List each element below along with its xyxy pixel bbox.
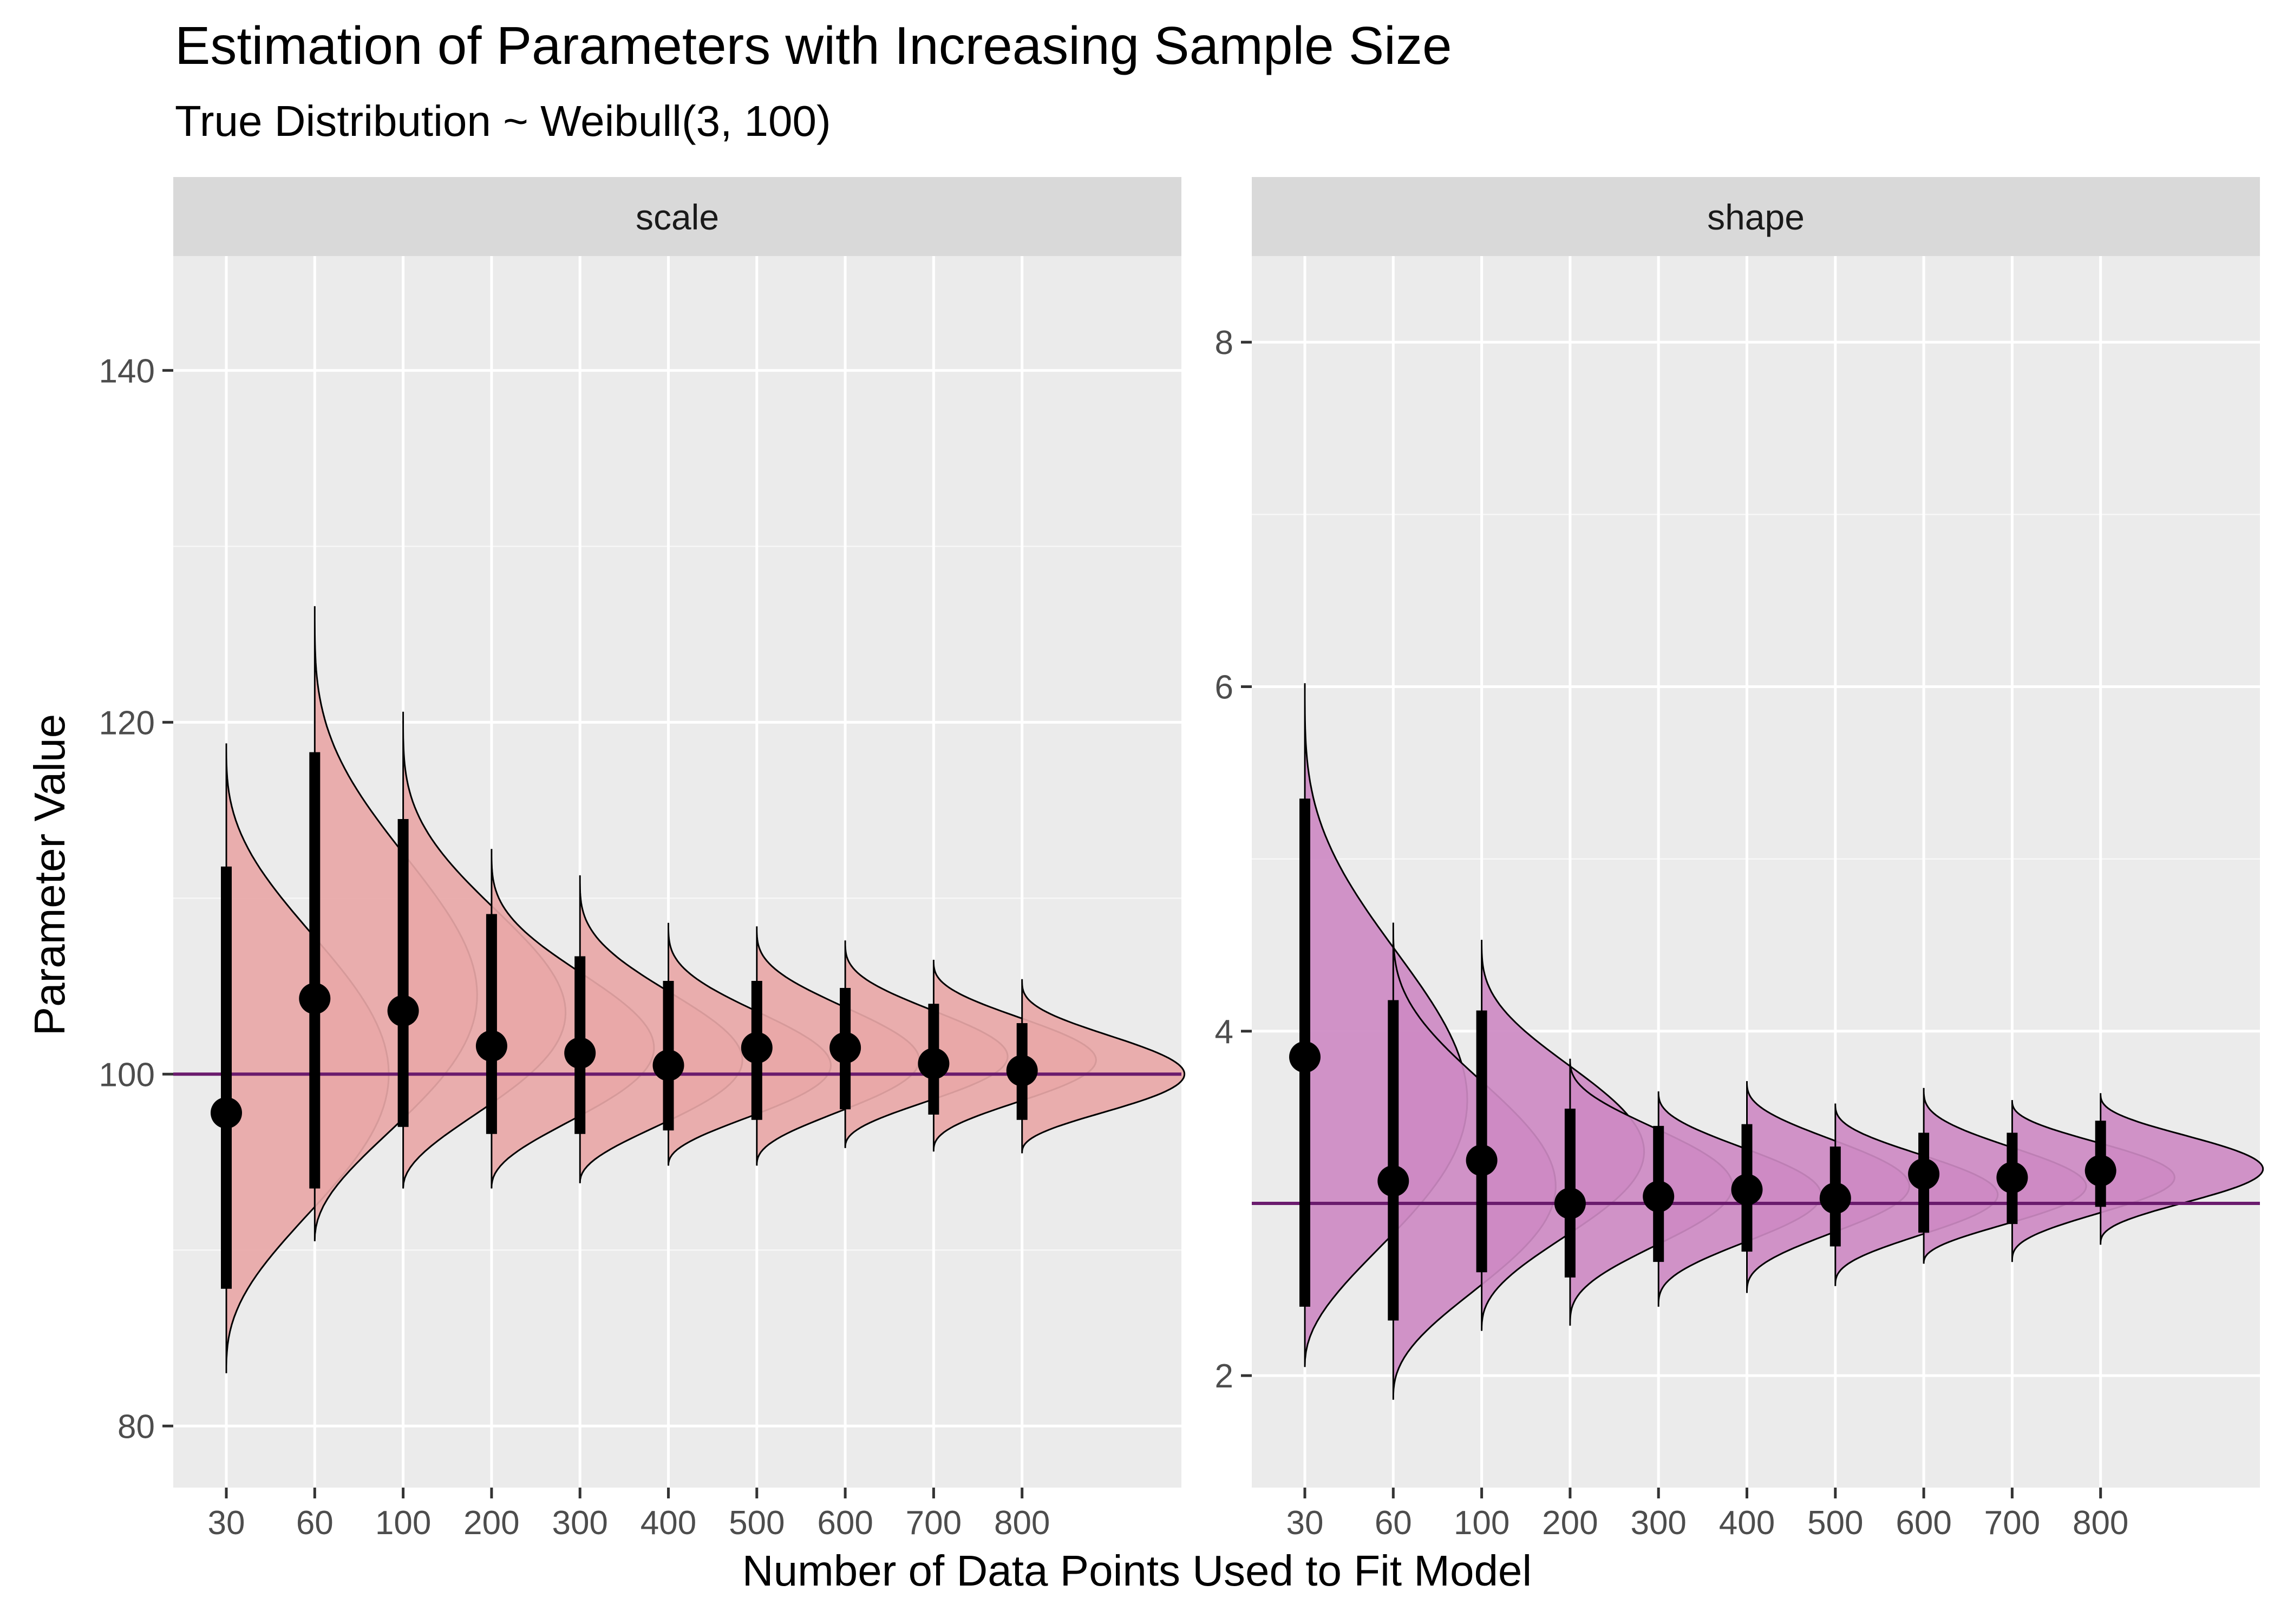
x-tick-label: 500 <box>729 1504 785 1542</box>
x-tick-label: 60 <box>296 1504 334 1542</box>
point-estimate-shape-600 <box>1908 1158 1940 1190</box>
point-estimate-scale-500 <box>741 1032 773 1064</box>
y-axis-title: Parameter Value <box>25 713 74 1036</box>
facet-strip-shape <box>1252 177 2260 256</box>
x-tick-label: 30 <box>208 1504 245 1542</box>
x-tick-label: 800 <box>994 1504 1050 1542</box>
point-estimate-shape-60 <box>1377 1165 1409 1197</box>
x-tick-label: 100 <box>1454 1504 1510 1542</box>
density-shape-800 <box>2100 1093 2264 1245</box>
point-estimate-shape-100 <box>1466 1144 1498 1176</box>
y-tick-label: 80 <box>117 1408 155 1445</box>
y-tick-label: 2 <box>1215 1358 1233 1395</box>
point-estimate-shape-700 <box>1996 1162 2028 1194</box>
point-estimate-scale-200 <box>475 1030 507 1062</box>
x-tick-label: 800 <box>2073 1504 2128 1542</box>
point-estimate-shape-800 <box>2084 1155 2116 1187</box>
point-estimate-scale-60 <box>299 983 331 1014</box>
point-estimate-shape-500 <box>1819 1182 1851 1214</box>
facet-label-scale: scale <box>636 197 719 237</box>
point-estimate-shape-30 <box>1289 1041 1321 1073</box>
point-estimate-shape-400 <box>1731 1174 1763 1206</box>
x-tick-label: 700 <box>1984 1504 2040 1542</box>
point-estimate-scale-300 <box>564 1037 596 1069</box>
x-tick-label: 100 <box>375 1504 431 1542</box>
x-tick-label: 400 <box>641 1504 696 1542</box>
y-tick-label: 8 <box>1215 324 1233 362</box>
point-estimate-scale-100 <box>387 995 419 1027</box>
point-estimate-scale-800 <box>1006 1055 1038 1086</box>
y-tick-label: 100 <box>99 1056 155 1093</box>
point-estimate-scale-600 <box>829 1032 861 1064</box>
point-estimate-shape-300 <box>1643 1181 1675 1213</box>
chart-title: Estimation of Parameters with Increasing… <box>175 16 1452 75</box>
x-tick-label: 700 <box>906 1504 962 1542</box>
x-tick-label: 30 <box>1286 1504 1324 1542</box>
y-tick-label: 6 <box>1215 669 1233 706</box>
y-tick-label: 120 <box>99 704 155 742</box>
panel-shape: shape 2 4 6 8 30 60 100 200 300 400 500 600 700 800 <box>1215 177 2264 1542</box>
x-tick-label: 600 <box>1896 1504 1951 1542</box>
facet-strip-scale <box>173 177 1181 256</box>
chart-subtitle: True Distribution ~ Weibull(3, 100) <box>175 97 831 145</box>
y-tick-label: 4 <box>1215 1013 1233 1051</box>
point-estimate-scale-700 <box>918 1047 950 1079</box>
facet-label-shape: shape <box>1707 197 1805 237</box>
density-scale-800 <box>1021 979 1186 1154</box>
x-tick-label: 60 <box>1375 1504 1412 1542</box>
point-estimate-scale-400 <box>652 1050 684 1081</box>
panel-scale: scale 80 100 120 140 30 60 100 200 300 400 500 600 70… <box>99 177 1186 1542</box>
x-tick-label: 300 <box>552 1504 607 1542</box>
x-axis-title: Number of Data Points Used to Fit Model <box>742 1547 1532 1595</box>
x-tick-label: 400 <box>1719 1504 1775 1542</box>
x-tick-label: 300 <box>1630 1504 1686 1542</box>
x-tick-label: 200 <box>463 1504 519 1542</box>
point-estimate-shape-200 <box>1554 1188 1586 1219</box>
x-tick-label: 200 <box>1542 1504 1598 1542</box>
x-tick-label: 500 <box>1807 1504 1863 1542</box>
point-estimate-scale-30 <box>211 1097 242 1129</box>
y-tick-label: 140 <box>99 352 155 390</box>
x-tick-label: 600 <box>817 1504 873 1542</box>
